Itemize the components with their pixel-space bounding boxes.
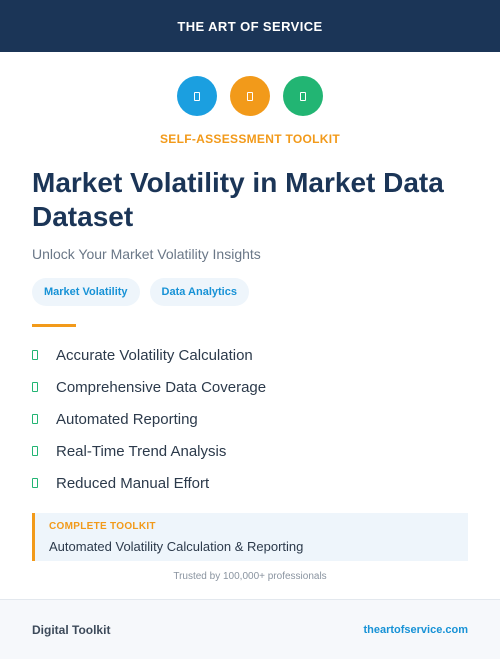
- top-banner: THE ART OF SERVICE: [0, 0, 500, 52]
- page-title: Market Volatility in Market Data Dataset: [32, 167, 444, 232]
- document-icon: [230, 76, 270, 116]
- tag-list: Market Volatility Data Analytics: [32, 278, 468, 306]
- callout-label: COMPLETE TOOLKIT: [49, 521, 156, 532]
- icon-row: [0, 76, 500, 116]
- feature-label: Accurate Volatility Calculation: [56, 346, 253, 364]
- tag-data-analytics[interactable]: Data Analytics: [149, 278, 249, 306]
- toolkit-kicker: SELF-ASSESSMENT TOOLKIT: [159, 132, 341, 146]
- check-icon: [32, 414, 38, 424]
- feature-list: Accurate Volatility Calculation Comprehe…: [32, 339, 500, 499]
- document-icon: [283, 76, 323, 116]
- feature-label: Automated Reporting: [56, 410, 198, 428]
- footer-label: Digital Toolkit: [32, 622, 111, 637]
- check-icon: [32, 478, 38, 488]
- subtitle: Unlock Your Market Volatility Insights: [32, 246, 261, 262]
- tag-market-volatility[interactable]: Market Volatility: [32, 278, 140, 306]
- accent-divider: [32, 324, 76, 327]
- feature-label: Reduced Manual Effort: [56, 474, 210, 492]
- feature-label: Comprehensive Data Coverage: [56, 378, 267, 396]
- list-item: Automated Reporting: [32, 403, 500, 435]
- footer: Digital Toolkit theartofservice.com: [0, 599, 500, 659]
- feature-label: Real-Time Trend Analysis: [56, 442, 227, 460]
- toolkit-callout: COMPLETE TOOLKIT Automated Volatility Ca…: [32, 513, 468, 561]
- document-icon: [177, 76, 217, 116]
- website-link[interactable]: theartofservice.com: [363, 623, 468, 636]
- trusted-note: Trusted by 100,000+ professionals: [173, 571, 327, 582]
- list-item: Accurate Volatility Calculation: [32, 339, 500, 371]
- brand-title: THE ART OF SERVICE: [177, 18, 323, 34]
- check-icon: [32, 446, 38, 456]
- check-icon: [32, 382, 38, 392]
- check-icon: [32, 350, 38, 360]
- list-item: Reduced Manual Effort: [32, 467, 500, 499]
- list-item: Real-Time Trend Analysis: [32, 435, 500, 467]
- list-item: Comprehensive Data Coverage: [32, 371, 500, 403]
- callout-text: Automated Volatility Calculation & Repor…: [49, 539, 304, 554]
